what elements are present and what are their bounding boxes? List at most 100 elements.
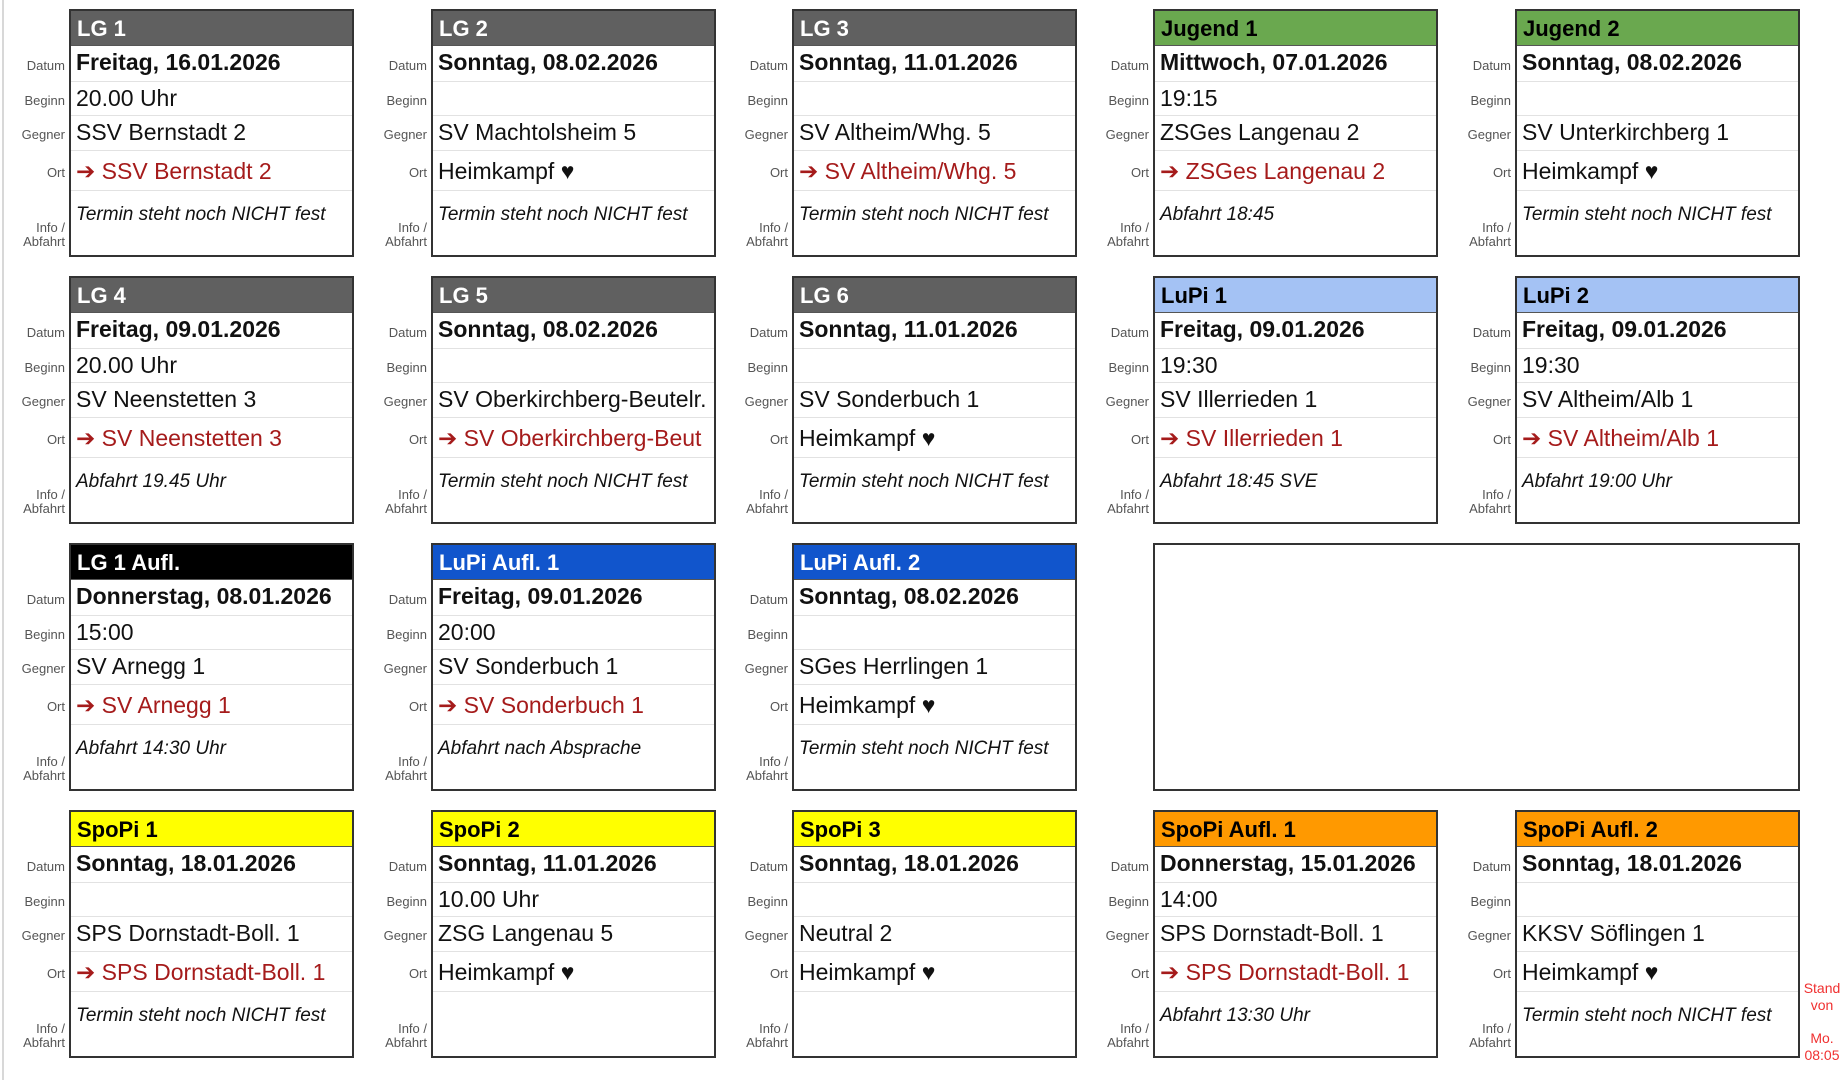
label-info: Info / Abfahrt <box>726 755 788 783</box>
label-ort: Ort <box>408 966 427 981</box>
beginn-value: 14:00 <box>1155 882 1436 916</box>
beginn-value <box>794 348 1075 382</box>
label-info-line: Abfahrt <box>385 768 427 783</box>
datum-value: Sonntag, 08.02.2026 <box>438 49 658 75</box>
team-title: LG 3 <box>794 11 1075 46</box>
label-info: Info / Abfahrt <box>1087 1022 1149 1050</box>
team-card: Jugend 1 Mittwoch, 07.01.2026 19:15 ZSGes L… <box>1153 9 1438 257</box>
ort-field: ➔ SPS Dornstadt-Boll. 1 <box>71 951 352 991</box>
ort-field: Heimkampf ♥ <box>1517 150 1798 190</box>
label-datum: Datum <box>749 859 788 874</box>
team-card: LG 1 Freitag, 16.01.2026 20.00 Uhr SSV Bern… <box>69 9 354 257</box>
beginn-value <box>71 882 352 916</box>
label-info-line: Abfahrt <box>746 501 788 516</box>
label-info-line: Abfahrt <box>385 1035 427 1050</box>
gegner-value: SV Unterkirchberg 1 <box>1517 115 1798 150</box>
datum-value: Freitag, 09.01.2026 <box>76 316 281 342</box>
ort-value: Heimkampf <box>1522 959 1639 985</box>
label-info-line: Info / <box>398 754 427 769</box>
label-info-line: Info / <box>1120 1021 1149 1036</box>
info-value <box>794 991 1075 1058</box>
label-info-line: Abfahrt <box>385 234 427 249</box>
label-info-line: Info / <box>759 487 788 502</box>
label-ort: Ort <box>46 165 65 180</box>
arrow-right-icon: ➔ <box>1160 158 1180 184</box>
gegner-value: SV Sonderbuch 1 <box>794 382 1075 417</box>
beginn-value <box>794 615 1075 649</box>
label-info-line: Abfahrt <box>23 1035 65 1050</box>
team-title: LG 6 <box>794 278 1075 313</box>
label-info-line: Info / <box>398 220 427 235</box>
label-info-line: Abfahrt <box>1469 234 1511 249</box>
ort-value: Heimkampf <box>799 959 916 985</box>
team-title: LuPi 2 <box>1517 278 1798 313</box>
label-gegner: Gegner <box>1105 127 1149 142</box>
empty-card <box>1153 543 1800 791</box>
ort-value: SSV Bernstadt 2 <box>101 158 272 184</box>
datum-value: Sonntag, 18.01.2026 <box>799 850 1019 876</box>
label-beginn: Beginn <box>386 93 427 108</box>
label-datum: Datum <box>26 58 65 73</box>
gegner-value: SV Sonderbuch 1 <box>433 649 714 684</box>
label-gegner: Gegner <box>21 394 65 409</box>
left-edge-divider <box>2 0 4 1080</box>
team-title: LG 1 <box>71 11 352 46</box>
label-beginn: Beginn <box>24 894 65 909</box>
arrow-right-icon: ➔ <box>1160 959 1180 985</box>
ort-value: Heimkampf <box>799 692 916 718</box>
ort-field: Heimkampf ♥ <box>433 150 714 190</box>
label-datum: Datum <box>388 859 427 874</box>
label-gegner: Gegner <box>1105 928 1149 943</box>
info-value: Termin steht noch NICHT fest <box>71 991 352 1058</box>
info-value: Abfahrt 18:45 <box>1155 190 1436 257</box>
beginn-value: 19:15 <box>1155 81 1436 115</box>
datum-value: Mittwoch, 07.01.2026 <box>1160 49 1388 75</box>
team-card: SpoPi 2 Sonntag, 11.01.2026 10.00 Uhr ZSG L… <box>431 810 716 1058</box>
info-value: Termin steht noch NICHT fest <box>794 190 1075 257</box>
label-info-line: Info / <box>36 487 65 502</box>
label-info: Info / Abfahrt <box>1087 488 1149 516</box>
label-datum: Datum <box>749 58 788 73</box>
arrow-right-icon: ➔ <box>76 158 96 184</box>
team-title: SpoPi 2 <box>433 812 714 847</box>
ort-field: Heimkampf ♥ <box>794 417 1075 457</box>
team-title: LuPi 1 <box>1155 278 1436 313</box>
label-info: Info / Abfahrt <box>1449 1022 1511 1050</box>
ort-field: ➔ SSV Bernstadt 2 <box>71 150 352 190</box>
arrow-right-icon: ➔ <box>1160 425 1180 451</box>
info-value: Abfahrt 19:00 Uhr <box>1517 457 1798 524</box>
label-beginn: Beginn <box>1470 93 1511 108</box>
label-info-line: Info / <box>1120 487 1149 502</box>
gegner-value: SV Machtolsheim 5 <box>433 115 714 150</box>
label-info-line: Abfahrt <box>1107 1035 1149 1050</box>
label-gegner: Gegner <box>1105 394 1149 409</box>
beginn-value <box>433 348 714 382</box>
ort-field: ➔ SV Neenstetten 3 <box>71 417 352 457</box>
label-datum: Datum <box>1472 58 1511 73</box>
label-gegner: Gegner <box>383 127 427 142</box>
info-value: Termin steht noch NICHT fest <box>71 190 352 257</box>
label-info: Info / Abfahrt <box>1087 221 1149 249</box>
stand-label: Stand von <box>1801 980 1843 1014</box>
label-info: Info / Abfahrt <box>1449 221 1511 249</box>
label-info-line: Info / <box>759 1021 788 1036</box>
label-info-line: Abfahrt <box>746 234 788 249</box>
beginn-value: 20.00 Uhr <box>71 81 352 115</box>
label-beginn: Beginn <box>386 894 427 909</box>
team-card: LG 1 Aufl. Donnerstag, 08.01.2026 15:00 SV … <box>69 543 354 791</box>
ort-value: Heimkampf <box>438 959 555 985</box>
label-gegner: Gegner <box>744 127 788 142</box>
label-datum: Datum <box>1110 325 1149 340</box>
label-beginn: Beginn <box>747 627 788 642</box>
ort-field: ➔ SV Altheim/Whg. 5 <box>794 150 1075 190</box>
gegner-value: SV Neenstetten 3 <box>71 382 352 417</box>
datum-value: Sonntag, 18.01.2026 <box>76 850 296 876</box>
gegner-value: SV Altheim/Whg. 5 <box>794 115 1075 150</box>
info-value: Abfahrt 19.45 Uhr <box>71 457 352 524</box>
team-title: LuPi Aufl. 1 <box>433 545 714 580</box>
heart-icon: ♥ <box>1644 158 1659 184</box>
ort-value: Heimkampf <box>799 425 916 451</box>
arrow-right-icon: ➔ <box>438 425 458 451</box>
team-card: LuPi 2 Freitag, 09.01.2026 19:30 SV Altheim… <box>1515 276 1800 524</box>
datum-value: Donnerstag, 15.01.2026 <box>1160 850 1416 876</box>
